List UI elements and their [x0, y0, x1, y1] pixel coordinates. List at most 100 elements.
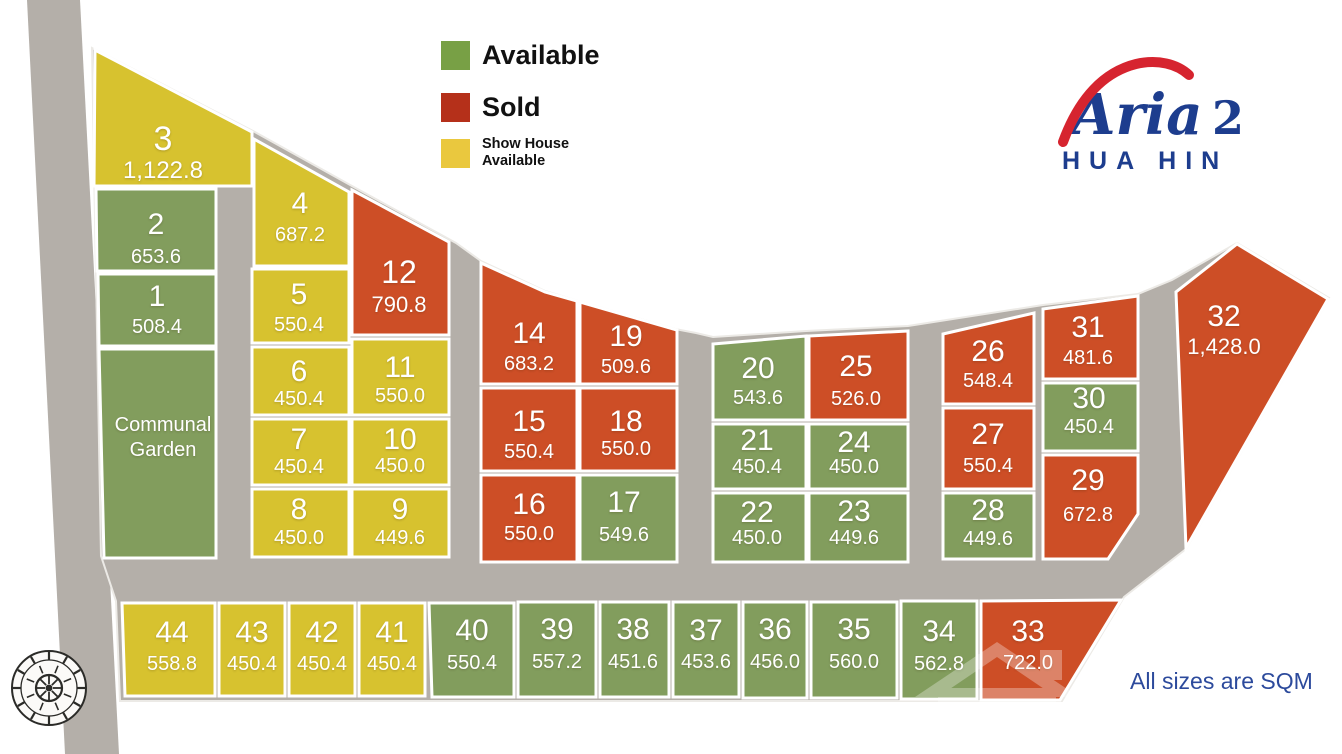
- legend-available-label: Available: [482, 40, 600, 70]
- plot-17-size: 549.6: [599, 524, 649, 546]
- plot-29: 29 672.8: [1041, 453, 1140, 561]
- plot-2-number: 2: [148, 208, 165, 241]
- plot-3: 31,122.8: [92, 47, 254, 188]
- plot-18-number: 18: [609, 405, 642, 438]
- plot-35-size: 560.0: [829, 651, 879, 673]
- communal-garden-label-line1: Communal: [115, 414, 212, 436]
- legend-item-available: Available: [441, 41, 600, 70]
- road-left: [27, 0, 119, 754]
- plot-31-area: [1041, 294, 1140, 381]
- aria2-logo: Aria 2 HUA HIN: [1058, 57, 1244, 175]
- plot-43-area: [217, 601, 287, 698]
- plot-14: 14 683.2: [479, 260, 579, 386]
- sizes-note: All sizes are SQM: [1130, 668, 1313, 694]
- plot-37-size: 453.6: [681, 651, 731, 673]
- plot-29-number: 29: [1071, 464, 1104, 497]
- plot-28-size: 449.6: [963, 528, 1013, 550]
- plot-38-area: [598, 600, 671, 699]
- plot-35-number: 35: [837, 613, 870, 646]
- plot-42-number: 42: [305, 616, 338, 649]
- plot-27-area: [941, 406, 1036, 491]
- plot-18-size: 550.0: [601, 438, 651, 460]
- legend-show-house-line1: Show House: [482, 136, 570, 152]
- plot-4-area: [252, 136, 351, 268]
- plot-4-number: 4: [292, 187, 309, 220]
- plot-33-size: 722.0: [1003, 652, 1053, 674]
- plot-14-size: 683.2: [504, 353, 554, 375]
- plot-15-area: [479, 386, 579, 473]
- plot-32-size: 1,428.0: [1187, 334, 1260, 359]
- plot-34-area: [899, 599, 979, 701]
- plot-5-number: 5: [291, 278, 308, 311]
- plot-21-size: 450.4: [732, 456, 782, 478]
- plot-33: 33 722.0: [979, 598, 1124, 702]
- legend-show-house-label: Show House Available: [482, 136, 569, 170]
- plot-8-size: 450.0: [274, 527, 324, 549]
- plot-33-number: 33: [1011, 615, 1044, 648]
- plot-22-area: [711, 491, 808, 564]
- plot-30-area: [1041, 381, 1140, 453]
- plot-7-area: [250, 417, 351, 487]
- plot-43: 43 450.4: [217, 601, 287, 698]
- house-watermark-icon: [915, 642, 1079, 754]
- communal-garden-area: [97, 347, 218, 560]
- communal-garden-label-line2: Garden: [130, 439, 197, 461]
- plot-30-number: 30: [1072, 382, 1105, 415]
- plot-31-size: 481.6: [1063, 347, 1113, 369]
- plot-35: 35 560.0: [809, 600, 899, 700]
- plot-5: 5 550.4: [250, 267, 351, 345]
- plot-40-size: 550.4: [447, 652, 497, 674]
- plot-6-number: 6: [291, 355, 308, 388]
- plot-17: 17 549.6: [578, 473, 679, 564]
- plot-22-size: 450.0: [732, 527, 782, 549]
- legend-available-swatch: [441, 41, 470, 70]
- plot-25-number: 25: [839, 350, 872, 383]
- plot-28-area: [941, 491, 1036, 561]
- plot-27: 27 550.4: [941, 406, 1036, 491]
- plot-11-size: 550.0: [375, 385, 425, 407]
- plot-8-area: [250, 487, 351, 559]
- legend-sold-swatch: [441, 93, 470, 122]
- plot-44-size: 558.8: [147, 653, 197, 675]
- plot-41-area: [357, 601, 427, 698]
- plot-44-number: 44: [155, 616, 188, 649]
- plot-42-area: [287, 601, 357, 698]
- plot-1-size: 508.4: [132, 316, 182, 338]
- plot-44-area: [120, 601, 217, 698]
- plot-36-size: 456.0: [750, 651, 800, 673]
- plot-2-size: 653.6: [131, 246, 181, 268]
- plot-9-size: 449.6: [375, 527, 425, 549]
- plot-6-size: 450.4: [274, 388, 324, 410]
- plot-10-size: 450.0: [375, 455, 425, 477]
- plot-25: 25 526.0: [807, 329, 910, 422]
- legend-sold-label: Sold: [482, 92, 541, 122]
- plot-24-number: 24: [837, 426, 870, 459]
- plot-42-size: 450.4: [297, 653, 347, 675]
- plot-21-area: [711, 422, 808, 491]
- plot-40-number: 40: [455, 614, 488, 647]
- plot-29-size: 672.8: [1063, 504, 1113, 526]
- logo-city: HUA HIN: [1062, 147, 1228, 175]
- logo-swoosh: [1058, 57, 1194, 147]
- plot-32: 321,428.0: [1174, 242, 1331, 554]
- plot-1: 1 508.4: [96, 272, 218, 348]
- plot-39-area: [516, 600, 598, 699]
- plot-11-number: 11: [384, 351, 415, 384]
- plot-24-size: 450.0: [829, 456, 879, 478]
- plot-35-area: [809, 600, 899, 700]
- plot-34-number: 34: [922, 615, 955, 648]
- plot-26-number: 26: [971, 335, 1004, 368]
- logo-number: 2: [1212, 91, 1244, 145]
- plot-41: 41 450.4: [357, 601, 427, 698]
- communal-garden: Communal Garden: [97, 347, 218, 560]
- plot-5-area: [250, 267, 351, 345]
- plot-5-size: 550.4: [274, 314, 324, 336]
- legend-show-house-swatch: [441, 138, 470, 168]
